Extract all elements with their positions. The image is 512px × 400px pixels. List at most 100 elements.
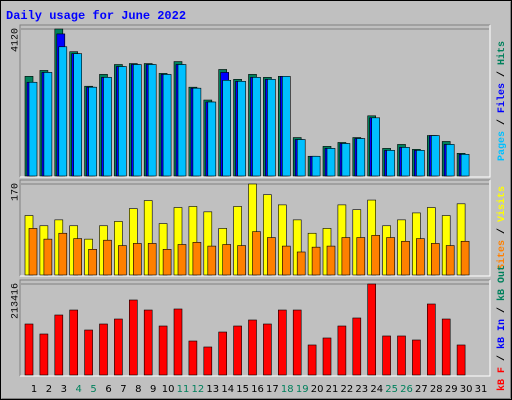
- x-tick-label: 13: [206, 384, 219, 395]
- legend-separator: /: [496, 65, 508, 83]
- bar: [252, 231, 261, 276]
- x-tick-label: 5: [90, 384, 96, 395]
- legend-entry: kB Out: [496, 265, 508, 301]
- x-tick-label: 20: [311, 384, 324, 395]
- legend-entry: Visits: [496, 186, 508, 222]
- bar: [367, 283, 377, 376]
- legend-entry: Files: [496, 83, 508, 113]
- bar: [58, 46, 68, 177]
- bar: [426, 303, 436, 376]
- x-tick-label: 12: [192, 384, 205, 395]
- bar: [129, 299, 138, 376]
- bar: [177, 244, 187, 276]
- bar: [73, 238, 82, 276]
- y-tick-label: 170: [11, 183, 22, 201]
- bar: [341, 237, 351, 276]
- bar: [311, 155, 321, 177]
- x-tick-label: 25: [385, 384, 398, 395]
- bar: [99, 323, 108, 376]
- bar: [277, 309, 287, 376]
- x-tick-label: 1: [31, 384, 37, 395]
- bar: [88, 249, 97, 276]
- legend: Sites / Visits: [496, 186, 508, 270]
- x-tick-label: 17: [266, 384, 279, 395]
- bar: [207, 101, 217, 177]
- x-tick-label: 29: [445, 384, 458, 395]
- x-tick-label: 28: [430, 384, 443, 395]
- legend-entry: Pages: [497, 131, 508, 161]
- panel-bevel: [20, 25, 491, 178]
- bar: [103, 239, 112, 276]
- bar: [460, 154, 470, 177]
- bar: [441, 318, 451, 376]
- chart-title: Daily usage for June 2022: [6, 9, 186, 23]
- bar: [397, 335, 406, 376]
- legend-entry: kB F: [496, 367, 508, 391]
- y-tick-label: 4120: [11, 28, 22, 52]
- bar: [386, 150, 395, 177]
- x-tick-label: 26: [400, 384, 413, 395]
- bar: [84, 329, 93, 376]
- bar: [292, 309, 302, 376]
- legend-entry: Hits: [496, 41, 508, 65]
- bar: [43, 238, 53, 276]
- panel-bevel: [20, 280, 491, 377]
- bar: [177, 64, 187, 177]
- panel-bevel: [19, 24, 490, 177]
- bar: [248, 319, 257, 376]
- bar: [114, 318, 123, 376]
- legend-separator: /: [496, 222, 508, 240]
- bar: [222, 244, 231, 276]
- bar: [281, 76, 291, 177]
- panel-bevel: [20, 180, 491, 277]
- bar: [39, 333, 49, 376]
- bar: [218, 331, 227, 376]
- bar: [233, 325, 242, 376]
- bar: [118, 245, 127, 276]
- bar: [162, 74, 172, 177]
- x-tick-label: 3: [61, 384, 67, 395]
- bar: [430, 135, 440, 177]
- bar: [416, 238, 425, 276]
- x-tick-label: 23: [355, 384, 368, 395]
- bar: [356, 138, 366, 177]
- bar: [371, 235, 381, 276]
- x-tick-label: 19: [296, 384, 309, 395]
- bar: [337, 325, 347, 376]
- x-tick-label: 9: [150, 384, 156, 395]
- legend: kB F / kB In / kB Out: [496, 265, 508, 391]
- bar: [401, 240, 410, 276]
- x-tick-label: 7: [120, 384, 126, 395]
- x-tick-label: 8: [135, 384, 141, 395]
- bar: [73, 53, 82, 177]
- panel-bevel: [19, 279, 490, 376]
- bar: [103, 77, 112, 177]
- x-tick-label: 22: [341, 384, 354, 395]
- bar: [296, 139, 306, 177]
- x-tick-label: 18: [281, 384, 294, 395]
- x-tick-label: 4: [76, 384, 82, 395]
- bar: [133, 243, 142, 276]
- y-tick-label: 213416: [11, 283, 22, 319]
- bar: [412, 339, 421, 376]
- x-tick-label: 15: [236, 384, 249, 395]
- x-tick-label: 21: [326, 384, 339, 395]
- legend-separator: /: [496, 349, 508, 367]
- x-tick-label: 2: [46, 384, 52, 395]
- x-tick-label: 31: [475, 384, 488, 395]
- x-tick-label: 16: [251, 384, 264, 395]
- bar: [460, 240, 470, 276]
- bar: [158, 325, 168, 376]
- bar: [28, 81, 38, 177]
- bar: [88, 86, 97, 177]
- bar: [192, 87, 202, 177]
- bar: [222, 80, 231, 177]
- bar: [382, 335, 391, 376]
- bar: [430, 243, 440, 276]
- bar: [326, 245, 336, 276]
- legend-separator: /: [496, 301, 508, 319]
- x-tick-label: 24: [370, 384, 383, 395]
- bar: [445, 245, 455, 276]
- bar: [263, 323, 272, 376]
- bar: [341, 143, 351, 177]
